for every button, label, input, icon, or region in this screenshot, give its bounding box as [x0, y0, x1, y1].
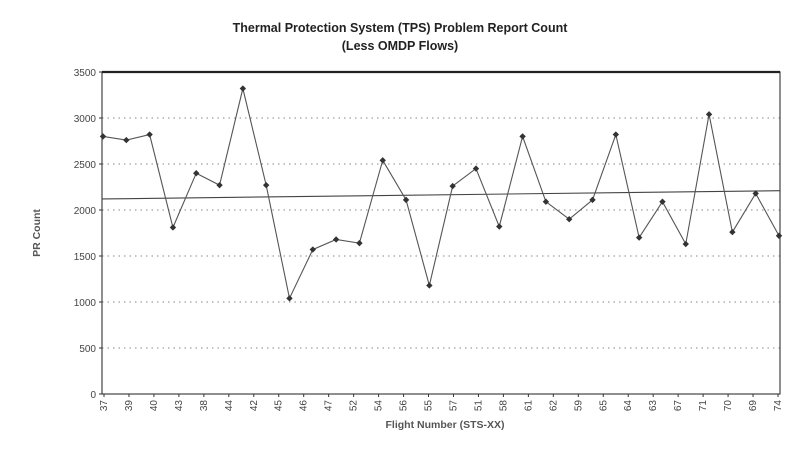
- x-tick-label: 37: [99, 400, 110, 412]
- x-tick-label: 52: [349, 400, 360, 412]
- x-axis-ticks: 37 39 40 43 38 44 42 45 46 47 52 54 56 55 57 51 58 61 62 59…: [99, 394, 784, 411]
- x-tick-label: 40: [149, 400, 160, 412]
- x-tick-label: 63: [648, 400, 659, 412]
- x-tick-label: 59: [573, 400, 584, 412]
- x-tick-label: 44: [224, 400, 235, 412]
- x-tick-label: 55: [424, 400, 435, 412]
- y-axis-ticks: 0 500 1000 1500 2000 2500 3000 3500: [74, 68, 102, 401]
- data-point-marker: [752, 190, 759, 197]
- x-axis-label: Flight Number (STS-XX): [386, 419, 505, 431]
- x-tick-label: 64: [623, 400, 634, 412]
- data-point-marker: [635, 234, 643, 241]
- data-point-marker: [682, 240, 689, 248]
- chart-title: Thermal Protection System (TPS) Problem …: [233, 21, 569, 35]
- x-tick-label: 74: [773, 400, 784, 412]
- x-tick-label: 39: [124, 400, 135, 412]
- x-tick-label: 42: [249, 400, 260, 412]
- data-point-marker: [542, 198, 550, 205]
- y-tick-label: 1500: [74, 252, 97, 263]
- x-tick-label: 69: [748, 400, 759, 412]
- data-point-marker: [729, 228, 736, 236]
- data-point-marker: [775, 232, 783, 239]
- data-point-marker: [449, 182, 456, 190]
- series-line-pr-count: [102, 88, 780, 301]
- x-tick-label: 56: [399, 400, 410, 412]
- x-tick-label: 58: [498, 400, 509, 412]
- data-point-marker: [286, 295, 293, 302]
- data-point-marker: [99, 133, 107, 140]
- x-tick-label: 61: [523, 400, 534, 412]
- x-tick-label: 38: [199, 400, 210, 412]
- data-point-marker: [169, 224, 177, 231]
- data-point-marker: [519, 133, 526, 140]
- y-tick-label: 500: [79, 344, 96, 355]
- y-tick-label: 2000: [74, 206, 97, 217]
- data-point-marker: [332, 236, 340, 243]
- x-tick-label: 71: [698, 400, 709, 412]
- data-point-marker: [193, 170, 200, 177]
- data-point-marker: [262, 181, 270, 189]
- data-point-marker: [379, 157, 386, 164]
- data-point-marker: [123, 136, 130, 144]
- data-point-marker: [612, 131, 620, 138]
- data-point-marker: [356, 239, 363, 247]
- x-tick-label: 62: [548, 400, 559, 412]
- data-point-marker: [426, 282, 433, 289]
- data-point-marker: [705, 111, 713, 118]
- data-point-marker: [239, 85, 247, 92]
- data-point-marker: [566, 216, 573, 223]
- y-axis-label: PR Count: [31, 209, 43, 257]
- plot-area-frame: [101, 71, 781, 395]
- data-point-marker: [146, 131, 153, 138]
- chart-subtitle: (Less OMDP Flows): [342, 39, 458, 53]
- x-tick-label: 65: [598, 400, 609, 412]
- data-point-marker: [402, 196, 410, 204]
- y-tick-label: 2500: [74, 160, 97, 171]
- data-point-marker: [659, 198, 666, 205]
- x-tick-label: 43: [174, 400, 185, 412]
- x-tick-label: 46: [299, 400, 310, 412]
- x-tick-label: 54: [374, 400, 385, 412]
- y-tick-label: 3500: [74, 68, 97, 79]
- x-tick-label: 70: [723, 400, 734, 412]
- data-point-marker: [309, 246, 316, 253]
- x-tick-label: 45: [274, 400, 285, 412]
- x-tick-label: 67: [673, 400, 684, 412]
- data-point-marker: [216, 181, 223, 189]
- gridlines: [102, 117, 780, 349]
- y-tick-label: 0: [90, 390, 96, 401]
- y-tick-label: 1000: [74, 298, 97, 309]
- trend-line: [101, 190, 781, 200]
- series-markers: [99, 85, 783, 302]
- data-point-marker: [589, 196, 596, 204]
- x-tick-label: 47: [324, 400, 335, 412]
- data-point-marker: [496, 223, 503, 230]
- data-point-marker: [472, 165, 480, 172]
- x-tick-label: 51: [473, 400, 484, 412]
- x-tick-label: 57: [448, 400, 459, 412]
- y-tick-label: 3000: [74, 114, 97, 125]
